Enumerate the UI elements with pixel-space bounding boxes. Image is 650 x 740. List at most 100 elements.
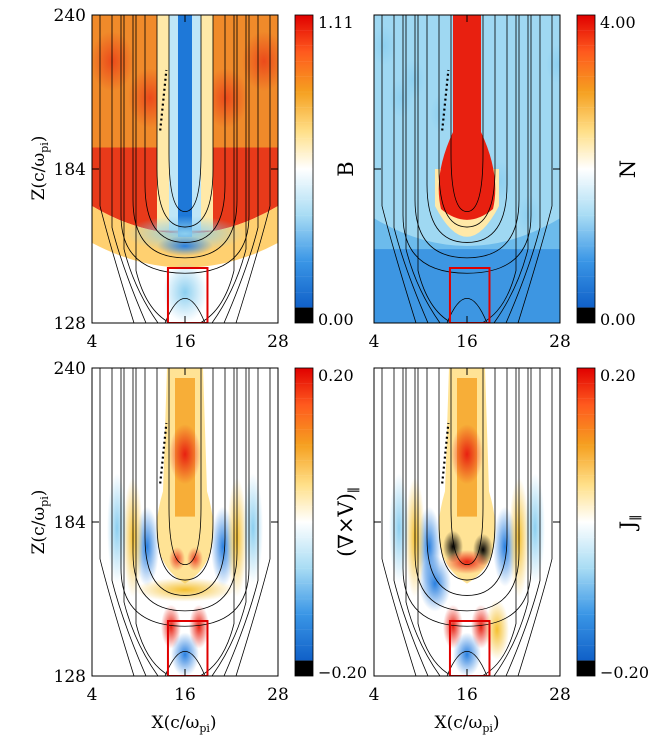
colorbar-title: (∇×V)∥ [334, 487, 362, 557]
colorbar-title: N [616, 160, 640, 178]
field-line [481, 368, 517, 676]
field-line [446, 297, 488, 323]
field-line [381, 15, 417, 323]
field-line [426, 368, 508, 596]
field-line [223, 15, 259, 323]
field-line [505, 368, 541, 676]
field-line [405, 368, 441, 676]
colorbar-max-label: 0.20 [600, 366, 636, 385]
field-line [199, 368, 235, 676]
x-tick-label: 16 [456, 685, 478, 705]
density-jet [438, 15, 496, 220]
density-patch [546, 44, 560, 85]
colorbar-min-label: −0.20 [600, 663, 649, 682]
field-line [99, 368, 135, 676]
field-line [381, 368, 417, 676]
x-tick-label: 16 [174, 332, 196, 352]
field-lines-bottom-right [381, 368, 553, 676]
field-line [450, 368, 484, 566]
b-field-box-region [163, 262, 207, 323]
field-line [99, 15, 135, 323]
field-line [402, 368, 532, 627]
x-tick-label: 28 [549, 332, 571, 352]
field-line [156, 368, 214, 581]
x-tick-label: 28 [267, 332, 289, 352]
field-line [235, 15, 271, 323]
b-field-patch [92, 31, 134, 92]
field-line [446, 650, 488, 676]
field-line [505, 15, 541, 323]
field-line [481, 15, 517, 323]
current-red-patch [445, 550, 489, 575]
field-line [111, 368, 147, 676]
x-tick-label: 4 [87, 685, 98, 705]
field-line [120, 368, 250, 627]
colorbar-title: B [334, 161, 358, 176]
field-line [493, 368, 529, 676]
colorbar-bottom-left [294, 367, 314, 677]
vorticity-red-patch [169, 546, 185, 571]
y-tick-label: 240 [54, 6, 86, 26]
current-blue-patch [419, 555, 451, 612]
field-line [156, 15, 214, 228]
field-line [120, 15, 250, 274]
b-field-patch [242, 31, 278, 92]
colorbar-min-label: 0.00 [318, 310, 354, 329]
field-line [168, 15, 202, 213]
x-tick-label: 16 [456, 332, 478, 352]
b-field-lobe-core [157, 236, 213, 256]
field-line [135, 15, 171, 323]
vorticity-red-patch [187, 546, 203, 571]
vorticity-blue-patch [453, 632, 481, 676]
field-line [111, 15, 147, 323]
field-line [417, 368, 453, 676]
highlight-box [166, 620, 209, 676]
colorbar-top-left [294, 14, 314, 324]
y-tick-label: 184 [54, 160, 86, 180]
field-line [402, 15, 532, 274]
field-lines-top-right [381, 15, 553, 323]
colorbar-bottom-right [576, 367, 596, 677]
y-axis-label-top: Z(c/ωpi) [29, 136, 51, 201]
field-line [211, 368, 247, 676]
highlight-box [166, 267, 209, 323]
field-line [405, 15, 441, 323]
vorticity-blue-patch [171, 632, 199, 676]
dotted-trace-line [159, 422, 168, 484]
density-patch [389, 78, 413, 119]
field-line [223, 368, 259, 676]
x-tick-label: 4 [87, 332, 98, 352]
heatmap-bottom-right [374, 368, 560, 676]
field-line [123, 368, 159, 676]
b-field-channel-core [178, 15, 192, 237]
y-tick-label: 128 [54, 314, 86, 334]
field-line [438, 15, 496, 228]
vorticity-red-patch [451, 424, 483, 485]
field-line [168, 368, 202, 566]
y-tick-label: 184 [54, 513, 86, 533]
density-patch [517, 195, 541, 236]
highlight-box [448, 620, 491, 676]
vorticity-red-patch [169, 424, 201, 485]
x-tick-label: 4 [369, 685, 380, 705]
field-line [438, 368, 496, 581]
density-low-region [374, 246, 560, 323]
x-tick-label: 4 [369, 332, 380, 352]
current-yellow-patch [485, 599, 509, 660]
x-tick-label: 28 [549, 685, 571, 705]
heatmap-top-left [92, 15, 278, 323]
colorbar-title: J∥ [616, 515, 644, 531]
field-line [211, 15, 247, 323]
field-lines-top-left [99, 15, 271, 323]
x-axis-label-left: X(c/ωpi) [151, 713, 216, 735]
colorbar-min-label: 0.00 [600, 310, 636, 329]
highlight-box [448, 267, 491, 323]
vorticity-yellow-patch [135, 577, 235, 602]
field-lines-bottom-left [99, 368, 271, 676]
field-line [517, 368, 553, 676]
x-tick-label: 16 [174, 685, 196, 705]
colorbar-top-right [576, 14, 596, 324]
field-line [393, 368, 429, 676]
y-tick-label: 128 [54, 667, 86, 687]
